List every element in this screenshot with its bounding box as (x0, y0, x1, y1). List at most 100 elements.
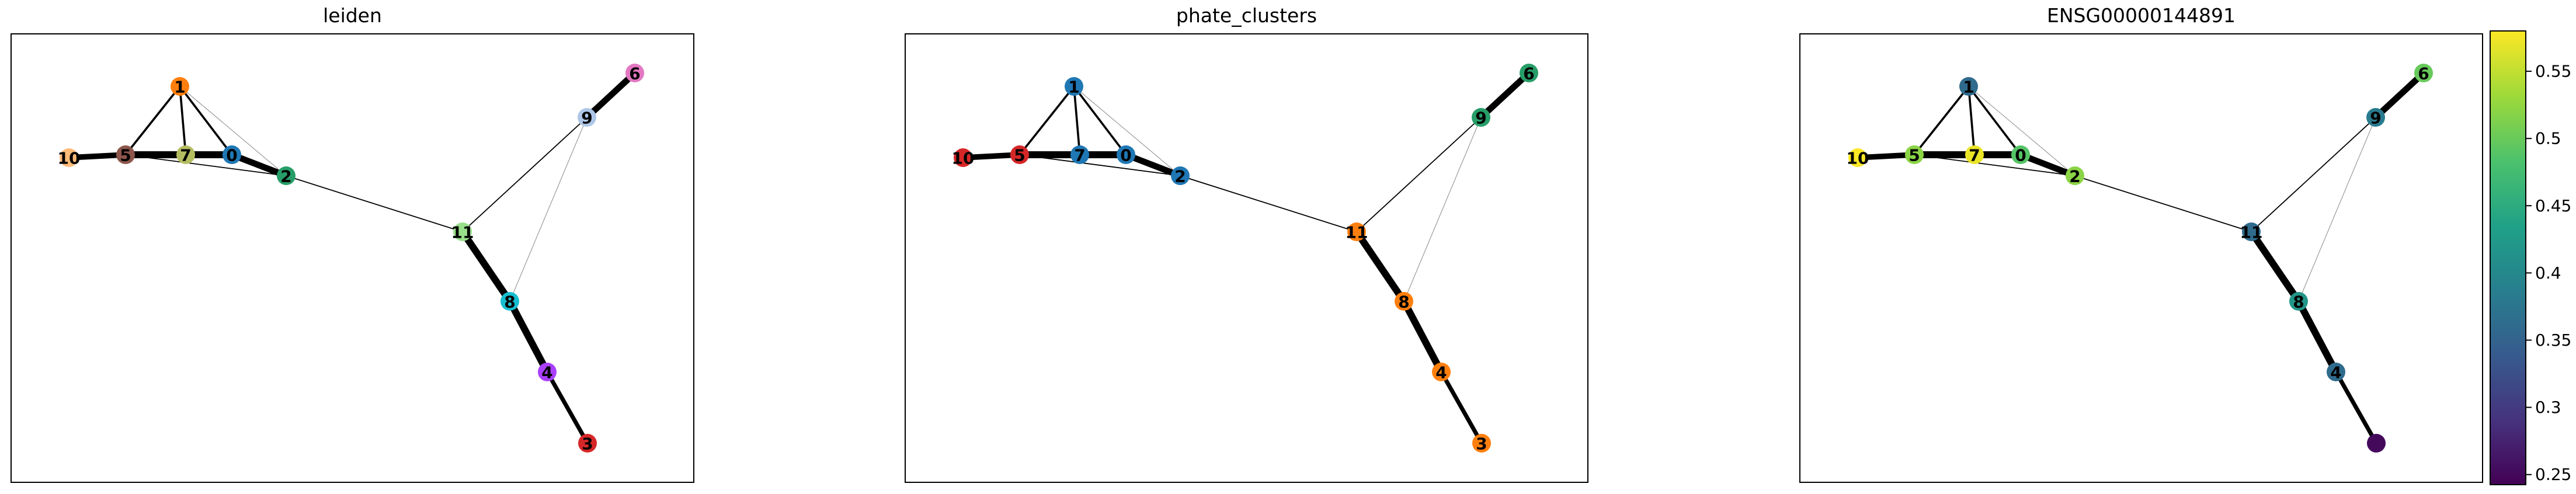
node-5 (116, 145, 135, 164)
panel-frame (905, 33, 1588, 483)
edge-11-8 (459, 228, 513, 305)
node-label-9: 9 (2370, 109, 2381, 128)
edge-9-6 (583, 69, 638, 121)
node-1 (171, 77, 189, 96)
node-label-4: 4 (1435, 363, 1447, 382)
edge-1-0 (1073, 85, 1127, 156)
edge-1-0 (179, 85, 233, 156)
node-10 (954, 148, 972, 167)
edge-9-8 (1403, 117, 1482, 302)
node-label-5: 5 (120, 146, 131, 165)
nodes-layer: 0 1 2 4 5 6 7 8 9 10 11 (1847, 64, 2433, 453)
colorbar-tick-label: 0.35 (2535, 331, 2571, 350)
edge-11-8 (2248, 228, 2302, 305)
edge-4-3 (1439, 370, 1484, 446)
node-label-4: 4 (2330, 363, 2341, 382)
node-label-1: 1 (174, 78, 185, 97)
edge-5-2 (1019, 154, 1181, 176)
node-11 (2242, 222, 2261, 241)
edge-10-5 (1855, 152, 1917, 161)
nodes-layer: 0 1 2 3 4 5 6 7 8 9 10 11 (952, 64, 1538, 454)
node-label-7: 7 (180, 146, 191, 165)
edge-1-0 (1967, 85, 2022, 156)
edge-5-2 (125, 154, 287, 176)
node-0 (1117, 145, 1135, 164)
panel-ensg00000144891: ENSG00000144891 0 1 2 4 5 6 7 8 9 10 11 (1799, 4, 2483, 483)
edge-1-5 (1018, 85, 1075, 156)
node-label-10: 10 (952, 149, 975, 168)
node-label-0: 0 (2015, 146, 2026, 165)
edges-layer (960, 69, 1532, 446)
edge-8-4 (1400, 298, 1445, 375)
edges-layer (66, 69, 638, 446)
panel-title: leiden (323, 4, 382, 27)
node-7 (1965, 145, 1984, 164)
edge-2-11 (2074, 175, 2252, 232)
node-label-7: 7 (1074, 146, 1085, 165)
edge-0-2 (2017, 151, 2078, 179)
node-6 (625, 64, 644, 82)
node-11 (1347, 222, 1366, 241)
node-label-2: 2 (2069, 167, 2080, 186)
edge-5-2 (1914, 154, 2076, 176)
edge-4-3 (2334, 370, 2379, 446)
node-label-0: 0 (1120, 146, 1131, 165)
edge-1-7 (1967, 85, 1976, 156)
edge-8-4 (506, 298, 551, 375)
node-label-8: 8 (1398, 293, 1409, 312)
panel-title: ENSG00000144891 (2047, 4, 2236, 27)
node-label-11: 11 (2240, 223, 2263, 242)
edge-1-2 (1073, 86, 1181, 176)
colorbar-ticks: 0.25 0.3 0.35 0.4 0.45 0.5 0.55 (2526, 62, 2571, 484)
node-label-8: 8 (2293, 293, 2304, 312)
node-label-2: 2 (1174, 167, 1186, 186)
node-label-4: 4 (541, 363, 552, 382)
node-8 (2289, 292, 2308, 311)
colorbar-tick-label: 0.5 (2535, 129, 2561, 148)
node-3 (2367, 434, 2386, 453)
colorbar-tick-label: 0.25 (2535, 465, 2571, 484)
node-label-2: 2 (280, 167, 291, 186)
node-2 (277, 166, 296, 185)
colorbar-tick-label: 0.55 (2535, 62, 2571, 81)
node-3 (1472, 434, 1491, 453)
node-label-11: 11 (451, 223, 474, 242)
edge-11-9 (462, 117, 587, 232)
node-5 (1010, 145, 1029, 164)
edge-4-3 (545, 370, 590, 446)
node-4 (2327, 363, 2345, 381)
edge-11-9 (2251, 117, 2376, 232)
node-6 (2414, 64, 2433, 82)
node-label-1: 1 (1963, 78, 1974, 97)
edge-1-7 (1073, 85, 1081, 156)
edge-0-2 (1122, 151, 1184, 179)
edge-9-6 (1478, 69, 1532, 121)
nodes-layer: 0 1 2 3 4 5 6 7 8 9 10 11 (58, 64, 644, 454)
colorbar-gradient (2490, 30, 2526, 485)
node-10 (1848, 148, 1867, 167)
node-9 (2366, 108, 2385, 127)
node-label-10: 10 (58, 149, 81, 168)
node-1 (1959, 77, 1978, 96)
node-9 (1472, 108, 1490, 127)
edge-1-2 (1968, 86, 2076, 176)
node-8 (1395, 292, 1413, 311)
edge-8-4 (2295, 298, 2339, 375)
panel-title: phate_clusters (1176, 4, 1317, 27)
edge-0-2 (228, 151, 290, 179)
node-label-0: 0 (226, 146, 237, 165)
edge-1-7 (179, 85, 187, 156)
edge-10-5 (66, 152, 128, 161)
edge-11-9 (1356, 117, 1482, 232)
node-label-6: 6 (2418, 64, 2429, 84)
node-0 (223, 145, 241, 164)
node-label-9: 9 (581, 109, 592, 128)
node-label-6: 6 (629, 64, 640, 84)
node-label-3: 3 (582, 434, 593, 454)
node-7 (1070, 145, 1089, 164)
node-3 (578, 434, 597, 453)
node-9 (578, 108, 596, 127)
colorbar-tick-label: 0.4 (2535, 263, 2561, 283)
edge-11-8 (1353, 228, 1407, 305)
edge-2-11 (286, 175, 463, 232)
